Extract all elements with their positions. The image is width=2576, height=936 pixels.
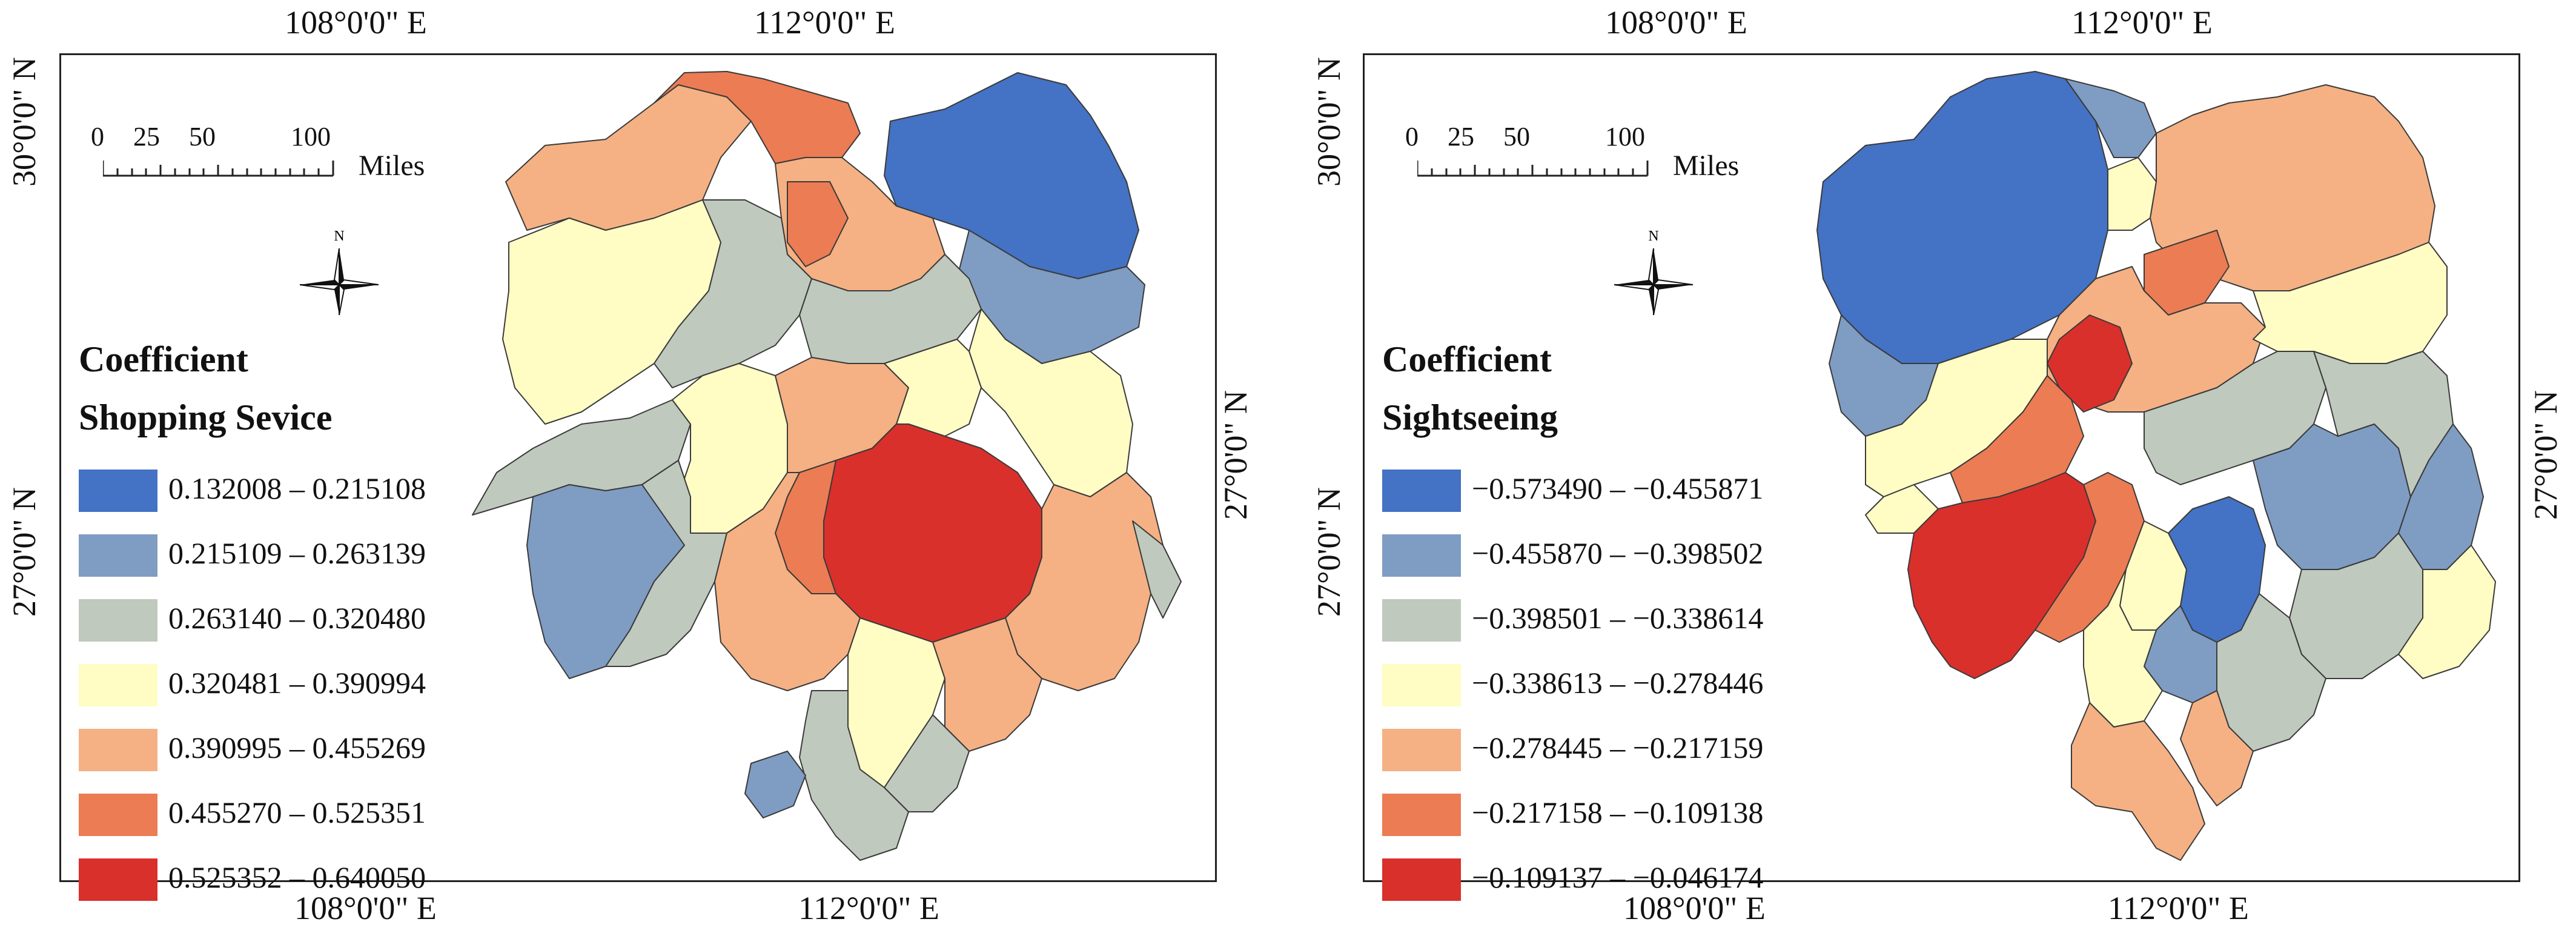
region-southeast-yellow	[2398, 545, 2496, 679]
region-south-blue	[744, 751, 806, 818]
scale-tick-25: 25	[133, 122, 160, 151]
legend-label: 0.132008 – 0.215108	[168, 471, 426, 505]
legend-swatch	[79, 794, 157, 836]
region-center-red	[2047, 314, 2133, 413]
region-center-orange	[787, 181, 849, 267]
legend-item: 0.525352 – 0.640050	[79, 852, 426, 917]
region-south-orange2	[2180, 690, 2254, 806]
legend-label: −0.455870 – −0.398502	[1472, 536, 1764, 570]
legend-title-line2: Shopping Sevice	[79, 397, 333, 437]
region-north-blue2	[2065, 78, 2157, 158]
legend-swatch	[79, 664, 157, 706]
scale-tick-50: 50	[189, 122, 216, 151]
region-east-yellow	[2253, 242, 2448, 364]
region-east-orange	[1005, 472, 1164, 691]
legend-item: 0.320481 – 0.390994	[79, 658, 426, 723]
legend-swatch	[1382, 664, 1461, 706]
scale-tick-50: 50	[1503, 122, 1530, 151]
map-panel-sightseeing: 108°0'0" E 112°0'0" E 108°0'0" E 112°0'0…	[1308, 0, 2576, 936]
scale-tick-100: 100	[1605, 122, 1645, 151]
top-lon-label-112: 112°0'0" E	[754, 4, 895, 41]
legend-item: 0.132008 – 0.215108	[79, 463, 426, 528]
legend-swatch	[1382, 534, 1461, 577]
scale-unit: Miles	[359, 150, 425, 182]
legend-swatch	[1382, 794, 1461, 836]
scale-tick-25: 25	[1448, 122, 1474, 151]
legend-label: 0.215109 – 0.263139	[168, 536, 426, 570]
legend-sightseeing: Coefficient Sightseeing −0.573490 – −0.4…	[1382, 330, 1763, 917]
north-arrow-icon: N	[1614, 228, 1694, 316]
legend-item: −0.217158 – −0.109138	[1382, 788, 1763, 852]
legend-label: 0.263140 – 0.320480	[168, 601, 426, 635]
north-arrow: N	[297, 227, 382, 321]
legend-label: −0.573490 – −0.455871	[1472, 471, 1764, 505]
top-lon-label-112: 112°0'0" E	[2071, 4, 2213, 41]
legend-item: 0.263140 – 0.320480	[79, 593, 426, 658]
legend-swatch	[79, 729, 157, 771]
legend-item: −0.338613 – −0.278446	[1382, 658, 1763, 723]
choropleth-map-sightseeing	[1816, 71, 2496, 861]
legend-title-line1: Coefficient	[79, 339, 248, 379]
legend-label: −0.278445 – −0.217159	[1472, 731, 1764, 765]
scale-bar-graphic	[1417, 161, 1649, 177]
region-north-yellow	[2107, 157, 2157, 231]
legend-item: −0.455870 – −0.398502	[1382, 528, 1763, 593]
legend-swatch	[79, 858, 157, 901]
legend-item: −0.398501 – −0.338614	[1382, 593, 1763, 658]
svg-text:N: N	[1648, 228, 1658, 244]
legend-title-line2: Sightseeing	[1382, 397, 1558, 437]
region-south-gray	[799, 690, 909, 861]
legend-swatch	[1382, 729, 1461, 771]
legend-swatch	[79, 470, 157, 512]
bottom-lon-label-108: 108°0'0" E	[294, 890, 437, 926]
legend-swatch	[79, 599, 157, 642]
legend-item: −0.109137 – −0.046174	[1382, 852, 1763, 917]
region-south-orange	[714, 472, 861, 691]
legend-label: 0.390995 – 0.455269	[168, 731, 426, 765]
bottom-lon-label-112: 112°0'0" E	[2108, 890, 2249, 926]
legend-item: 0.215109 – 0.263139	[79, 528, 426, 593]
legend-label: −0.217158 – −0.109138	[1472, 795, 1764, 829]
region-southwest-red	[1907, 472, 2096, 679]
legend-label: 0.455270 – 0.525351	[168, 795, 426, 829]
region-center-red	[823, 423, 1042, 643]
scale-unit: Miles	[1673, 150, 1740, 182]
region-south-orange	[2071, 702, 2205, 861]
legend-swatch	[1382, 858, 1461, 901]
legend-swatch	[1382, 599, 1461, 642]
legend-title-line1: Coefficient	[1382, 339, 1552, 379]
top-lon-label-108: 108°0'0" E	[285, 4, 427, 41]
region-north	[654, 71, 861, 164]
region-east-gray	[1132, 520, 1182, 619]
region-center-yellow	[884, 339, 982, 437]
legend-item: −0.278445 – −0.217159	[1382, 723, 1763, 788]
legend-item: 0.390995 – 0.455269	[79, 723, 426, 788]
bottom-lon-label-112: 112°0'0" E	[798, 890, 939, 926]
legend-label: 0.320481 – 0.390994	[168, 666, 426, 700]
scale-tick-0: 0	[1405, 122, 1419, 151]
map-panel-shopping: 108°0'0" E 112°0'0" E 108°0'0" E 112°0'0…	[0, 0, 1254, 936]
region-south-yellow2	[2083, 569, 2163, 728]
north-arrow: N	[1611, 227, 1696, 321]
legend-label: −0.338613 – −0.278446	[1472, 666, 1764, 700]
choropleth-map-shopping	[472, 71, 1182, 861]
scale-tick-100: 100	[291, 122, 331, 151]
legend-item: −0.573490 – −0.455871	[1382, 463, 1763, 528]
legend-swatch	[1382, 470, 1461, 512]
legend-swatch	[79, 534, 157, 577]
region-south-gray2	[884, 714, 970, 812]
region-south-orange2	[932, 617, 1042, 752]
north-arrow-icon: N	[299, 228, 379, 316]
scale-tick-0: 0	[91, 122, 104, 151]
svg-text:N: N	[334, 228, 344, 244]
legend-label: −0.398501 – −0.338614	[1472, 601, 1764, 635]
bottom-lon-label-108: 108°0'0" E	[1623, 890, 1766, 926]
region-central-west-gray	[605, 460, 727, 667]
scale-bar-graphic	[103, 161, 334, 177]
legend-shopping: Coefficient Shopping Sevice 0.132008 – 0…	[79, 330, 426, 917]
top-lon-label-108: 108°0'0" E	[1605, 4, 1747, 41]
legend-item: 0.455270 – 0.525351	[79, 788, 426, 852]
legend-label: −0.109137 – −0.046174	[1472, 860, 1764, 894]
legend-label: 0.525352 – 0.640050	[168, 860, 426, 894]
